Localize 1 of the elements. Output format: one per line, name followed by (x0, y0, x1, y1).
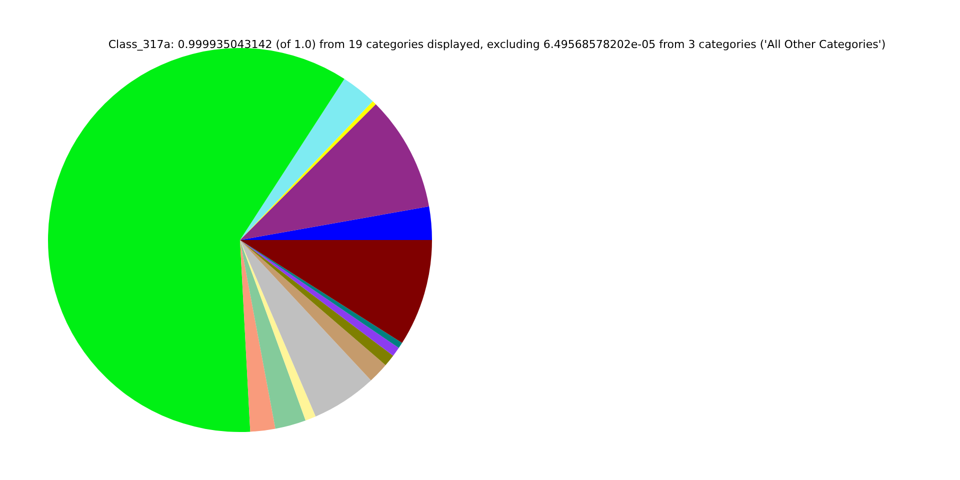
text: Class_317a: 0.999935043142 (of 1.0) from 19 categories displayed, excluding 6.49568578202e-05 from 3 categories ('All Other Categories') (108, 38, 886, 51)
